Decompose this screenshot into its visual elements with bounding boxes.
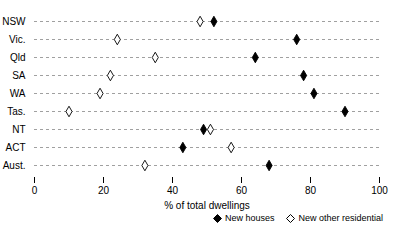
svg-text:SA: SA xyxy=(12,70,26,81)
svg-text:Aust.: Aust. xyxy=(3,160,26,171)
svg-text:80: 80 xyxy=(305,185,317,196)
svg-text:100: 100 xyxy=(371,185,388,196)
svg-text:60: 60 xyxy=(236,185,248,196)
svg-text:Tas.: Tas. xyxy=(7,106,25,117)
svg-text:40: 40 xyxy=(167,185,179,196)
svg-text:NSW: NSW xyxy=(2,16,26,27)
svg-text:Qld: Qld xyxy=(10,52,26,63)
html-text:New other residential: New other residential xyxy=(298,213,383,223)
svg-text:20: 20 xyxy=(98,185,110,196)
html-text:New houses: New houses xyxy=(224,213,275,223)
svg-text:NT: NT xyxy=(12,124,25,135)
svg-text:Vic.: Vic. xyxy=(9,34,26,45)
svg-text:WA: WA xyxy=(10,88,26,99)
svg-text:% of total dwellings: % of total dwellings xyxy=(164,200,250,211)
svg-text:ACT: ACT xyxy=(6,142,26,153)
svg-text:0: 0 xyxy=(32,185,38,196)
